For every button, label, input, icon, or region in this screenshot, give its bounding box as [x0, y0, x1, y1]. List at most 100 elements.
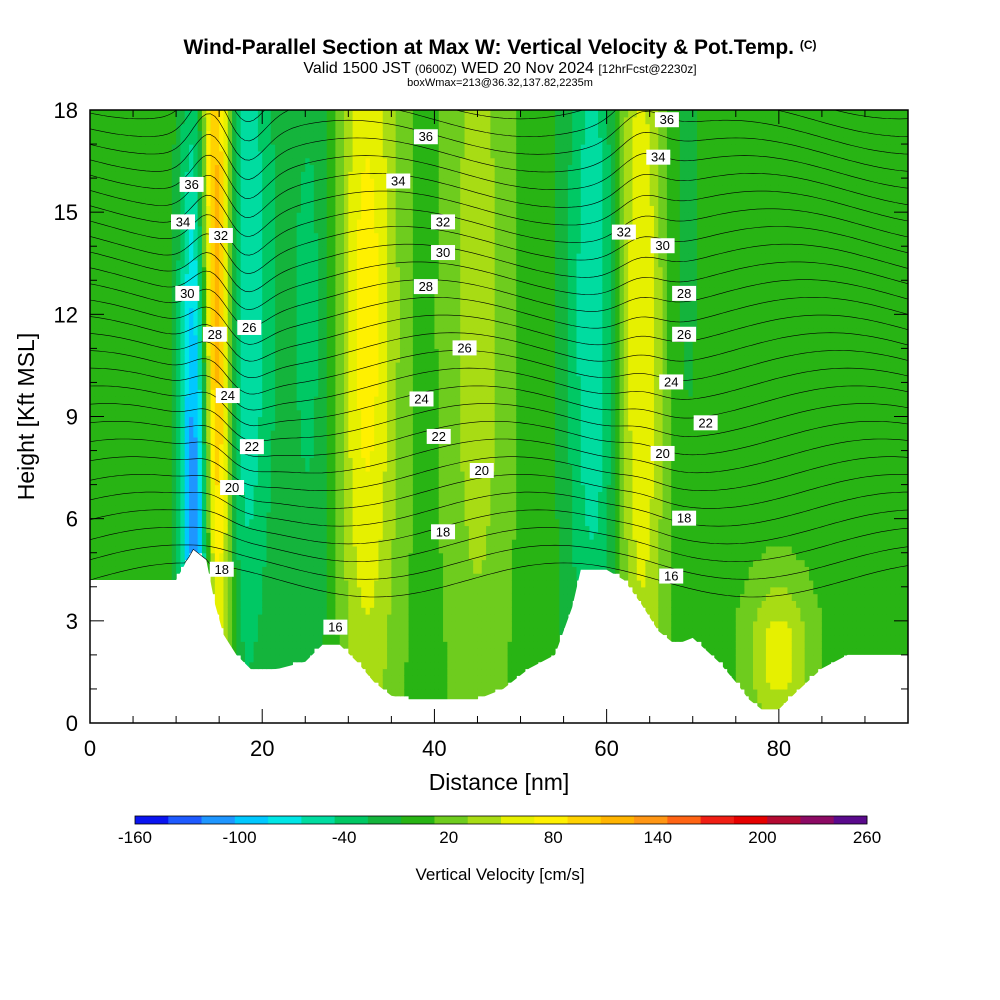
velocity-cell: [331, 362, 336, 370]
velocity-cell: [249, 341, 255, 349]
velocity-cell: [115, 205, 121, 213]
velocity-cell: [335, 382, 341, 390]
velocity-cell: [244, 464, 250, 472]
velocity-cell: [240, 239, 246, 247]
velocity-cell: [189, 321, 194, 329]
velocity-cell: [111, 314, 117, 322]
velocity-cell: [163, 505, 169, 513]
velocity-cell: [331, 498, 336, 506]
velocity-cell: [335, 505, 341, 513]
velocity-cell: [158, 402, 164, 411]
velocity-cell: [305, 525, 311, 533]
velocity-cell: [313, 205, 319, 213]
velocity-cell: [236, 137, 242, 145]
velocity-cell: [219, 348, 225, 356]
velocity-cell: [292, 130, 298, 138]
velocity-cell: [227, 402, 233, 411]
velocity-cell: [348, 171, 354, 179]
velocity-cell: [318, 545, 324, 554]
velocity-cell: [361, 239, 367, 247]
velocity-cell: [94, 300, 100, 309]
velocity-cell: [318, 130, 324, 138]
velocity-cell: [193, 327, 199, 336]
velocity-cell: [214, 464, 220, 472]
velocity-cell: [283, 552, 289, 561]
velocity-cell: [331, 545, 336, 554]
velocity-cell: [365, 375, 371, 384]
velocity-cell: [107, 477, 113, 486]
velocity-cell: [352, 259, 358, 268]
velocity-cell: [283, 130, 289, 138]
velocity-cell: [331, 532, 336, 540]
velocity-cell: [369, 157, 375, 166]
velocity-cell: [124, 573, 130, 581]
velocity-cell: [171, 430, 177, 438]
velocity-cell: [253, 232, 259, 241]
velocity-cell: [374, 620, 380, 629]
velocity-cell: [318, 532, 324, 540]
velocity-cell: [348, 341, 354, 349]
velocity-cell: [227, 300, 233, 309]
velocity-cell: [361, 641, 367, 649]
velocity-cell: [309, 191, 315, 200]
velocity-cell: [292, 171, 298, 179]
velocity-cell: [270, 218, 276, 227]
velocity-cell: [369, 484, 375, 493]
velocity-cell: [322, 375, 328, 384]
velocity-cell: [361, 579, 367, 588]
velocity-cell: [300, 436, 306, 445]
velocity-cell: [262, 116, 268, 125]
velocity-cell: [270, 566, 276, 574]
velocity-cell: [145, 532, 151, 540]
velocity-cell: [197, 396, 203, 404]
velocity-cell: [348, 552, 354, 561]
velocity-cell: [206, 436, 212, 445]
velocity-cell: [120, 253, 126, 261]
velocity-cell: [120, 225, 126, 234]
velocity-cell: [206, 341, 212, 349]
velocity-cell: [201, 259, 207, 268]
velocity-cell: [335, 334, 341, 343]
velocity-cell: [124, 436, 130, 445]
velocity-cell: [361, 314, 367, 322]
velocity-cell: [115, 423, 121, 431]
velocity-cell: [236, 559, 242, 567]
velocity-cell: [266, 620, 272, 629]
velocity-cell: [128, 116, 134, 125]
velocity-cell: [223, 116, 229, 125]
velocity-cell: [331, 430, 336, 438]
velocity-cell: [335, 110, 341, 118]
velocity-cell: [292, 545, 298, 554]
velocity-cell: [128, 212, 134, 220]
velocity-cell: [335, 130, 341, 138]
velocity-cell: [361, 409, 367, 418]
velocity-cell: [305, 505, 311, 513]
velocity-cell: [214, 586, 220, 595]
velocity-cell: [128, 450, 134, 458]
velocity-cell: [150, 545, 156, 554]
velocity-cell: [369, 307, 375, 315]
velocity-cell: [240, 375, 246, 384]
velocity-cell: [107, 545, 113, 554]
velocity-cell: [322, 246, 328, 254]
velocity-cell: [335, 586, 341, 595]
velocity-cell: [339, 178, 345, 186]
velocity-cell: [305, 641, 311, 649]
velocity-cell: [300, 457, 306, 465]
velocity-cell: [115, 341, 121, 349]
velocity-cell: [94, 573, 100, 581]
velocity-cell: [253, 184, 259, 193]
velocity-cell: [326, 362, 332, 370]
velocity-cell: [90, 157, 95, 166]
velocity-cell: [236, 566, 242, 574]
velocity-cell: [163, 184, 169, 193]
velocity-cell: [313, 614, 319, 622]
velocity-cell: [326, 511, 332, 520]
velocity-cell: [176, 225, 182, 234]
velocity-cell: [223, 150, 229, 159]
velocity-cell: [374, 525, 380, 533]
velocity-cell: [154, 511, 160, 520]
velocity-cell: [262, 341, 268, 349]
velocity-cell: [356, 239, 362, 247]
velocity-cell: [344, 314, 349, 322]
